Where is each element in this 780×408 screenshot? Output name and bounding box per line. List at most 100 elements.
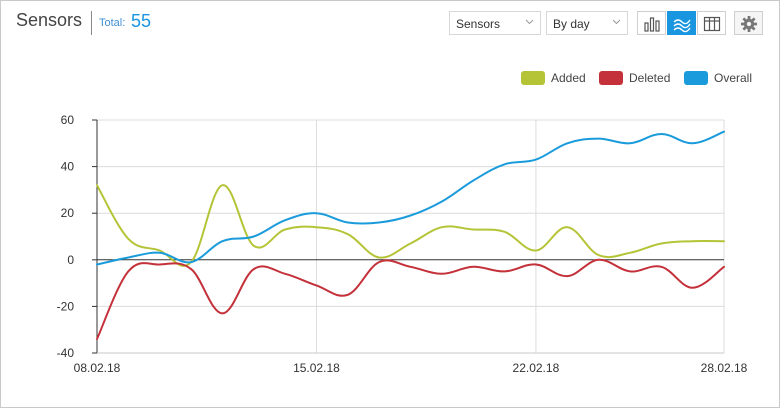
y-tick-label: 20 — [61, 206, 75, 220]
title-divider — [91, 11, 92, 35]
total-label: Total: — [99, 17, 126, 29]
data-point-deleted[interactable] — [594, 255, 604, 265]
x-tick-label: 28.02.18 — [701, 361, 748, 375]
legend-swatch-added — [521, 71, 545, 85]
legend-swatch-overall — [684, 71, 708, 85]
data-point-overall[interactable] — [123, 252, 133, 262]
data-point-deleted[interactable] — [92, 334, 102, 344]
data-point-added[interactable] — [656, 238, 666, 248]
data-point-added[interactable] — [688, 236, 698, 246]
data-point-added[interactable] — [562, 222, 572, 232]
y-tick-label: -20 — [57, 299, 75, 313]
data-point-deleted[interactable] — [437, 269, 447, 279]
period-select[interactable]: By day — [546, 11, 628, 35]
y-tick-label: 40 — [61, 160, 75, 174]
data-point-added[interactable] — [500, 227, 510, 237]
line-chart-view-button[interactable] — [667, 11, 696, 35]
table-view-button[interactable] — [697, 11, 726, 35]
data-point-overall[interactable] — [311, 208, 321, 218]
data-point-deleted[interactable] — [217, 308, 227, 318]
data-point-overall[interactable] — [343, 218, 353, 228]
data-point-added[interactable] — [625, 248, 635, 258]
chevron-down-icon — [612, 19, 621, 25]
data-point-overall[interactable] — [217, 236, 227, 246]
total-value: 55 — [131, 11, 152, 31]
chart-tick-labels: -40 -20 0 20 40 60 08.02.18 15.02.18 22.02.18 28.… — [57, 113, 748, 375]
data-point-added[interactable] — [437, 222, 447, 232]
data-point-overall[interactable] — [656, 129, 666, 139]
legend-swatch-deleted — [599, 71, 623, 85]
data-point-deleted[interactable] — [249, 264, 259, 274]
data-point-overall[interactable] — [531, 155, 541, 165]
data-point-added[interactable] — [343, 229, 353, 239]
data-point-overall[interactable] — [186, 257, 196, 267]
data-point-added[interactable] — [406, 238, 416, 248]
period-select-value: By day — [553, 17, 590, 31]
panel-title: Sensors — [16, 10, 83, 30]
data-point-added[interactable] — [249, 241, 259, 251]
data-point-overall[interactable] — [562, 138, 572, 148]
data-point-added[interactable] — [468, 225, 478, 235]
data-point-deleted[interactable] — [719, 262, 729, 272]
data-point-overall[interactable] — [625, 138, 635, 148]
data-point-overall[interactable] — [594, 134, 604, 144]
data-point-deleted[interactable] — [688, 283, 698, 293]
data-point-overall[interactable] — [92, 259, 102, 269]
bar-chart-icon — [644, 17, 660, 32]
x-tick-label: 15.02.18 — [293, 361, 340, 375]
data-point-added[interactable] — [531, 245, 541, 255]
series-line-deleted — [96, 258, 725, 340]
gear-icon — [741, 16, 757, 32]
data-point-added[interactable] — [280, 225, 290, 235]
settings-button[interactable] — [734, 11, 763, 35]
chart-axes — [92, 119, 724, 354]
x-tick-label: 22.02.18 — [513, 361, 560, 375]
data-point-added[interactable] — [719, 236, 729, 246]
table-icon — [703, 16, 721, 32]
data-point-overall[interactable] — [437, 197, 447, 207]
legend-label-overall: Overall — [714, 71, 753, 85]
data-point-overall[interactable] — [719, 127, 729, 137]
data-point-overall[interactable] — [249, 232, 259, 242]
data-point-overall[interactable] — [688, 138, 698, 148]
metric-select[interactable]: Sensors — [449, 11, 541, 35]
data-point-overall[interactable] — [155, 248, 165, 258]
data-point-deleted[interactable] — [155, 259, 165, 269]
data-point-deleted[interactable] — [280, 269, 290, 279]
data-point-added[interactable] — [311, 222, 321, 232]
data-point-overall[interactable] — [468, 176, 478, 186]
data-point-deleted[interactable] — [656, 262, 666, 272]
line-chart-icon — [673, 19, 691, 33]
legend-label-deleted: Deleted — [629, 71, 671, 85]
data-point-deleted[interactable] — [625, 266, 635, 276]
data-point-added[interactable] — [123, 234, 133, 244]
data-point-overall[interactable] — [280, 215, 290, 225]
data-point-deleted[interactable] — [406, 262, 416, 272]
panel-header: Sensors Total: 55 Sensors By day — [1, 1, 779, 45]
data-point-deleted[interactable] — [123, 266, 133, 276]
chart-series — [92, 127, 729, 344]
series-line-added — [96, 184, 725, 267]
series-line-overall — [96, 130, 725, 266]
data-point-overall[interactable] — [406, 211, 416, 221]
chart-grid — [97, 119, 725, 354]
x-tick-label: 08.02.18 — [74, 361, 121, 375]
data-point-deleted[interactable] — [311, 280, 321, 290]
data-point-overall[interactable] — [500, 159, 510, 169]
metric-select-value: Sensors — [456, 17, 501, 31]
data-point-deleted[interactable] — [500, 266, 510, 276]
data-point-deleted[interactable] — [531, 259, 541, 269]
y-tick-label: 60 — [61, 113, 75, 127]
data-point-deleted[interactable] — [562, 271, 572, 281]
y-tick-label: -40 — [57, 346, 75, 360]
data-point-deleted[interactable] — [374, 257, 384, 267]
data-point-added[interactable] — [217, 180, 227, 190]
data-point-overall[interactable] — [374, 218, 384, 228]
data-point-deleted[interactable] — [468, 262, 478, 272]
y-tick-label: 0 — [67, 253, 74, 267]
data-point-added[interactable] — [92, 180, 102, 190]
data-point-deleted[interactable] — [343, 290, 353, 300]
bar-chart-view-button[interactable] — [637, 11, 666, 35]
